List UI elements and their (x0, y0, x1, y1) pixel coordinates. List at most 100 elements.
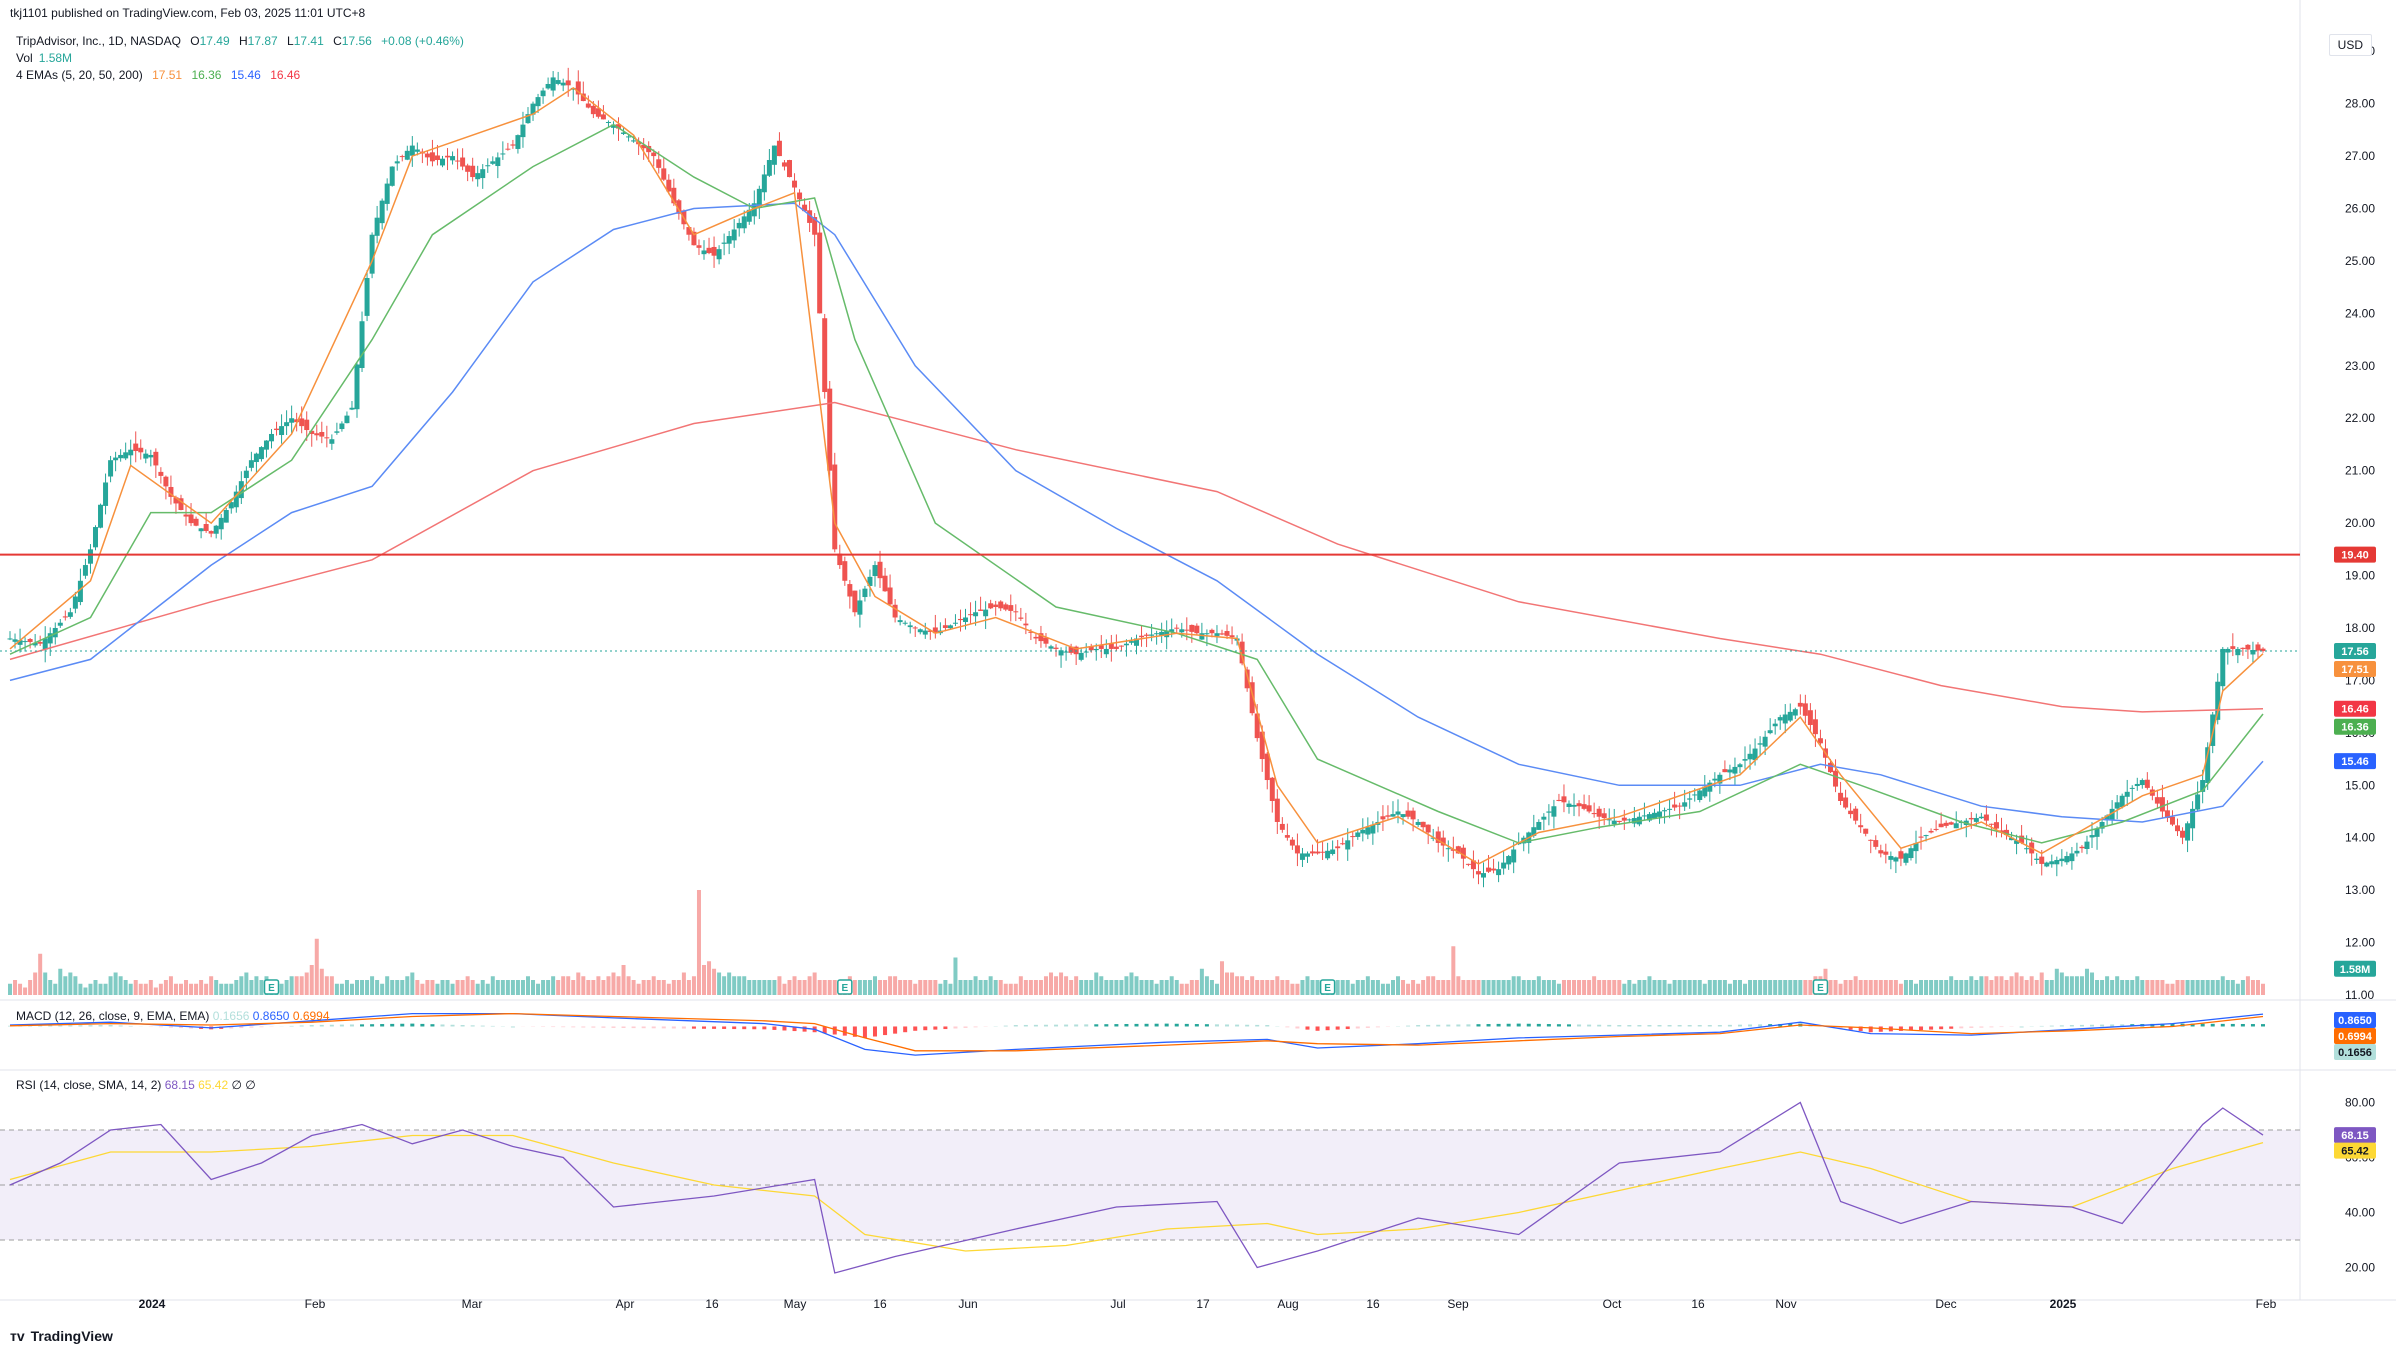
volume-bar (1732, 980, 1737, 995)
symbol-legend[interactable]: TripAdvisor, Inc., 1D, NASDAQ O17.49 H17… (16, 34, 470, 48)
volume-bar (229, 983, 234, 995)
volume-bar (48, 980, 53, 995)
volume-bar (923, 980, 928, 995)
volume-bar (1944, 980, 1949, 995)
candle-body (565, 80, 571, 86)
currency-button[interactable]: USD (2328, 34, 2372, 56)
volume-bar (807, 976, 812, 995)
price-label: 16.46 (2341, 704, 2369, 716)
candle-body (560, 82, 566, 86)
volume-bar (536, 983, 541, 995)
macd-line-value: 0.8650 (252, 1009, 290, 1023)
volume-bar (2160, 980, 2165, 995)
macd-histogram-bar (2240, 1023, 2245, 1027)
price-tick-label: 21.00 (2345, 464, 2375, 478)
volume-bar (1803, 980, 1808, 995)
candle-body (2114, 802, 2120, 809)
macd-histogram-bar (440, 1024, 445, 1027)
candle-body (781, 162, 787, 167)
volume-bar (1627, 980, 1632, 995)
volume-bar (158, 983, 163, 995)
candle-body (1943, 822, 1949, 826)
volume-bar (772, 980, 777, 995)
volume-bar (1501, 980, 1506, 995)
volume-bar (2105, 976, 2110, 995)
macd-histogram-bar (430, 1024, 435, 1027)
candle-body (2054, 859, 2060, 865)
volume-bar (329, 976, 334, 995)
volume-bar (2024, 980, 2029, 995)
macd-histogram-bar (1919, 1026, 1924, 1031)
candle-body (1797, 702, 1803, 707)
volume-bar (334, 983, 339, 995)
candle-body (2064, 856, 2070, 863)
volume-bar (1828, 980, 1833, 995)
volume-bar (888, 976, 893, 995)
volume-bar (8, 983, 12, 995)
tradingview-logo[interactable]: ᴛᴠ TradingView (10, 1328, 113, 1344)
candle-body (1581, 804, 1587, 809)
macd-signal-value: 0.6994 (292, 1009, 330, 1023)
candle-body (922, 630, 928, 635)
volume-bar (2054, 968, 2059, 995)
volume-bar (1788, 980, 1793, 995)
support-line[interactable] (0, 553, 2300, 652)
volume-bar (209, 976, 214, 995)
volume-bar (752, 980, 757, 995)
volume-bar (2145, 980, 2150, 995)
candle-body (52, 627, 58, 638)
candle-body (203, 524, 209, 531)
volume-bar (1536, 976, 1541, 995)
candle-body (2049, 861, 2055, 865)
volume-bar (1350, 983, 1355, 995)
macd-histogram-bar (1748, 1024, 1753, 1027)
rsi-line (9, 1101, 2264, 1274)
candle-body (1576, 803, 1582, 807)
volume-bar (661, 980, 666, 995)
volume-bar (1597, 980, 1602, 995)
candle-body (153, 451, 159, 466)
volume-bar (762, 980, 767, 995)
candle-body (394, 161, 400, 164)
candle-body (756, 188, 762, 207)
volume-bar (254, 976, 259, 995)
volume-bar (2220, 976, 2225, 995)
macd-histogram-bar (2019, 1026, 2024, 1028)
time-tick-label: Jun (958, 1297, 977, 1311)
candle-body (228, 502, 234, 509)
candle-body (1893, 857, 1899, 862)
volume-bar (194, 983, 199, 995)
volume-legend[interactable]: Vol 1.58M (16, 51, 78, 65)
candle-body (973, 612, 979, 617)
candle-body (294, 419, 300, 423)
macd-legend[interactable]: MACD (12, 26, close, 9, EMA, EMA) 0.1656… (16, 1009, 330, 1023)
candle-body (792, 180, 798, 188)
volume-bar (53, 983, 58, 995)
candle-body (1189, 624, 1195, 632)
candle-body (1571, 804, 1577, 807)
volume-bar (893, 976, 898, 995)
volume-bar (1401, 980, 1406, 995)
volume-value: 1.58M (38, 51, 73, 65)
candle-body (128, 449, 134, 456)
volume-bar (827, 980, 832, 995)
time-tick-label: Oct (1603, 1297, 1622, 1311)
candle-body (118, 454, 124, 459)
volume-bar (1712, 980, 1717, 995)
rsi-legend[interactable]: RSI (14, close, SMA, 14, 2) 68.15 65.42 … (16, 1078, 256, 1092)
volume-bar (2084, 968, 2089, 995)
candle-body (1219, 633, 1225, 635)
macd-histogram-bar (1194, 1024, 1199, 1027)
candle-body (364, 277, 370, 316)
volume-bar (1561, 980, 1566, 995)
volume-bar (636, 983, 641, 995)
candle-body (37, 642, 43, 644)
volume-bar (581, 976, 586, 995)
macd-histogram-bar (1707, 1025, 1712, 1027)
macd-histogram-bar (611, 1026, 616, 1028)
candle-body (2134, 783, 2140, 787)
volume-bar (707, 961, 712, 995)
ema-legend[interactable]: 4 EMAs (5, 20, 50, 200) 17.51 16.36 15.4… (16, 68, 306, 82)
volume-bar (1893, 980, 1898, 995)
volume-bar (1506, 980, 1511, 995)
